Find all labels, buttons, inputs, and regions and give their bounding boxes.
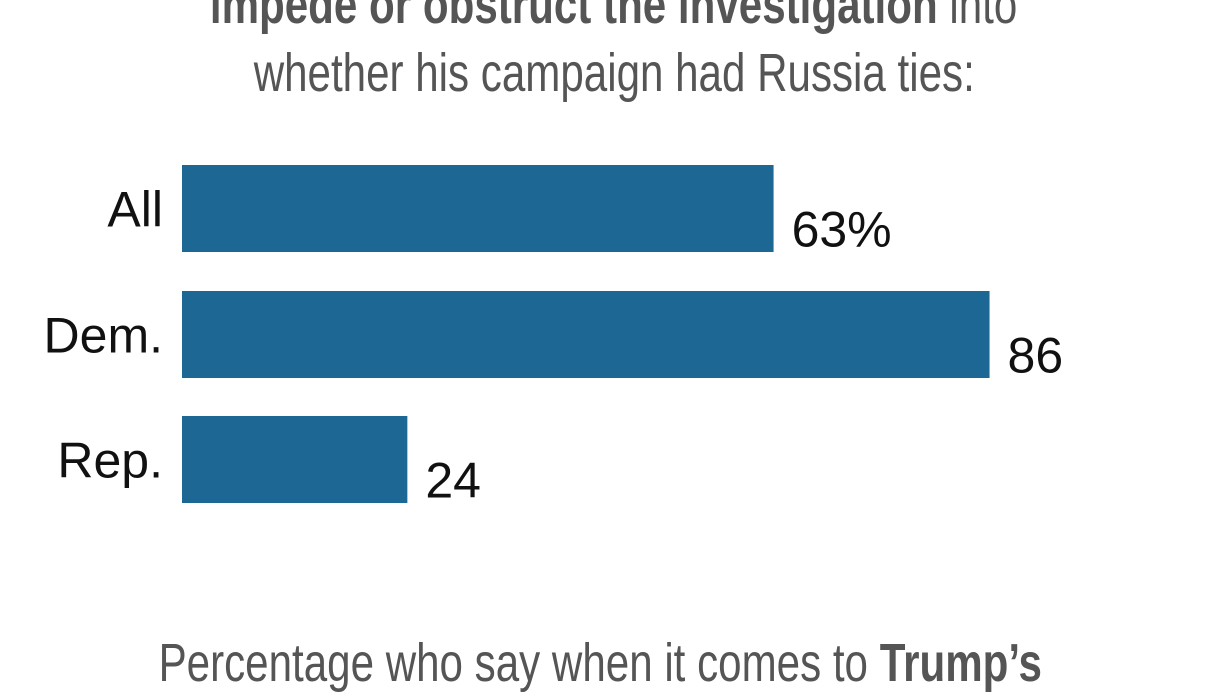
title-bold: impede or obstruct the investigation [210,0,939,35]
bar-rep [182,416,408,503]
next-title-bold: Trump’s [879,633,1042,693]
value-label: 86 [1008,328,1064,384]
next-title-regular: Percentage who say when it comes to [158,633,880,693]
category-label: All [107,182,163,238]
bar-all [182,165,774,252]
category-label: Dem. [44,308,163,364]
chart-title-line-1: impede or obstruct the investigation int… [0,0,1228,36]
category-label: Rep. [57,433,163,489]
title-regular: whether his campaign had Russia ties: [253,43,975,103]
bar-dem [182,291,990,378]
chart-title-line-2: whether his campaign had Russia ties: [0,42,1228,104]
value-label: 63% [792,202,892,258]
next-chart-title: Percentage who say when it comes to Trum… [0,632,1214,694]
value-label: 24 [425,453,481,509]
title-regular: into [938,0,1018,35]
